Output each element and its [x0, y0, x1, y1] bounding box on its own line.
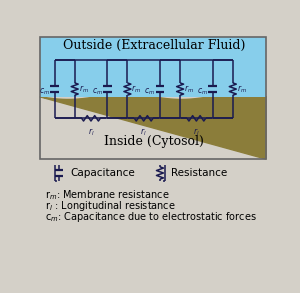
Text: $c_m$: $c_m$ — [197, 86, 208, 97]
Text: r$_{l}$ : Longitudinal resistance: r$_{l}$ : Longitudinal resistance — [45, 199, 176, 213]
Bar — [40, 38, 266, 159]
Text: Outside (Extracellular Fluid): Outside (Extracellular Fluid) — [63, 40, 245, 52]
Text: $c_m$: $c_m$ — [144, 86, 155, 97]
Text: $r_l$: $r_l$ — [88, 126, 94, 137]
Bar — [40, 38, 266, 97]
Text: $r_l$: $r_l$ — [140, 126, 147, 137]
Text: Capacitance: Capacitance — [70, 168, 135, 178]
Text: $r_m$: $r_m$ — [237, 83, 247, 95]
Text: $r_l$: $r_l$ — [193, 126, 200, 137]
Text: c$_{m}$: Capacitance due to electrostatic forces: c$_{m}$: Capacitance due to electrostati… — [45, 210, 257, 224]
Text: $r_m$: $r_m$ — [131, 83, 141, 95]
Text: $r_m$: $r_m$ — [79, 83, 88, 95]
Text: r$_{m}$: Membrane resistance: r$_{m}$: Membrane resistance — [45, 188, 170, 202]
Polygon shape — [40, 94, 266, 159]
Bar — [40, 38, 266, 97]
Text: $r_m$: $r_m$ — [184, 83, 194, 95]
Text: Resistance: Resistance — [171, 168, 227, 178]
Text: $c_m$: $c_m$ — [39, 86, 50, 97]
Text: $c_m$: $c_m$ — [92, 86, 103, 97]
Text: Inside (Cytosol): Inside (Cytosol) — [104, 135, 204, 148]
